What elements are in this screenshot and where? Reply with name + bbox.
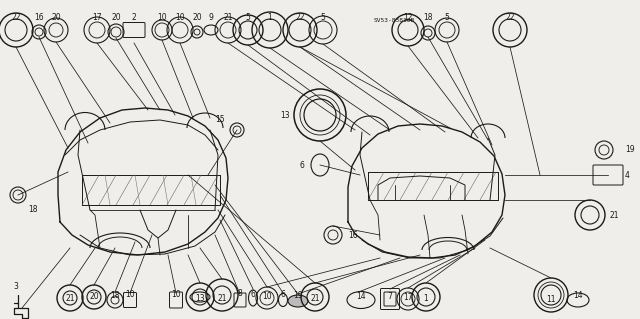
Text: 18: 18 <box>110 291 120 300</box>
Text: 20: 20 <box>89 292 99 301</box>
Text: 9: 9 <box>209 13 213 22</box>
Text: 18: 18 <box>423 13 433 22</box>
Text: 20: 20 <box>111 13 121 22</box>
Ellipse shape <box>288 295 308 307</box>
Text: 21: 21 <box>223 13 233 22</box>
Text: 10: 10 <box>157 13 167 22</box>
Text: 17: 17 <box>92 13 102 22</box>
Text: 21: 21 <box>310 294 320 303</box>
Text: 12: 12 <box>403 13 413 22</box>
Text: 6: 6 <box>299 160 304 169</box>
Text: 1: 1 <box>424 294 428 303</box>
Text: 13: 13 <box>195 294 205 303</box>
Text: 1: 1 <box>268 13 273 22</box>
Text: 22: 22 <box>505 13 515 22</box>
Text: 16: 16 <box>34 13 44 22</box>
Text: 14: 14 <box>356 292 366 301</box>
Text: 21: 21 <box>610 211 620 219</box>
Text: 21: 21 <box>217 294 227 303</box>
Text: 3: 3 <box>13 282 19 291</box>
Text: 13: 13 <box>280 110 290 120</box>
Text: 5: 5 <box>246 13 250 22</box>
Text: 16: 16 <box>348 231 358 240</box>
Text: 6: 6 <box>251 290 255 299</box>
Text: 10: 10 <box>175 13 185 22</box>
Text: 21: 21 <box>65 294 75 303</box>
Text: 20: 20 <box>51 13 61 22</box>
Text: 22: 22 <box>295 13 305 22</box>
Text: 8: 8 <box>237 289 243 298</box>
Text: 10: 10 <box>171 290 181 299</box>
Text: 7: 7 <box>388 292 392 301</box>
Text: 15: 15 <box>216 115 225 124</box>
Text: 5: 5 <box>445 13 449 22</box>
Text: 18: 18 <box>28 205 38 214</box>
Text: 20: 20 <box>192 13 202 22</box>
Text: 10: 10 <box>262 292 272 301</box>
Text: 5: 5 <box>321 13 325 22</box>
Text: 2: 2 <box>132 13 136 22</box>
Text: SV53-83810B: SV53-83810B <box>374 18 415 23</box>
Text: 22: 22 <box>12 13 20 22</box>
Text: 11: 11 <box>547 295 556 304</box>
Text: 14: 14 <box>573 291 583 300</box>
Text: 6: 6 <box>280 290 285 299</box>
Text: 10: 10 <box>125 290 135 299</box>
Text: 19: 19 <box>625 145 635 154</box>
Text: 4: 4 <box>625 170 630 180</box>
Text: 17: 17 <box>403 293 413 302</box>
Text: 19: 19 <box>293 291 303 300</box>
